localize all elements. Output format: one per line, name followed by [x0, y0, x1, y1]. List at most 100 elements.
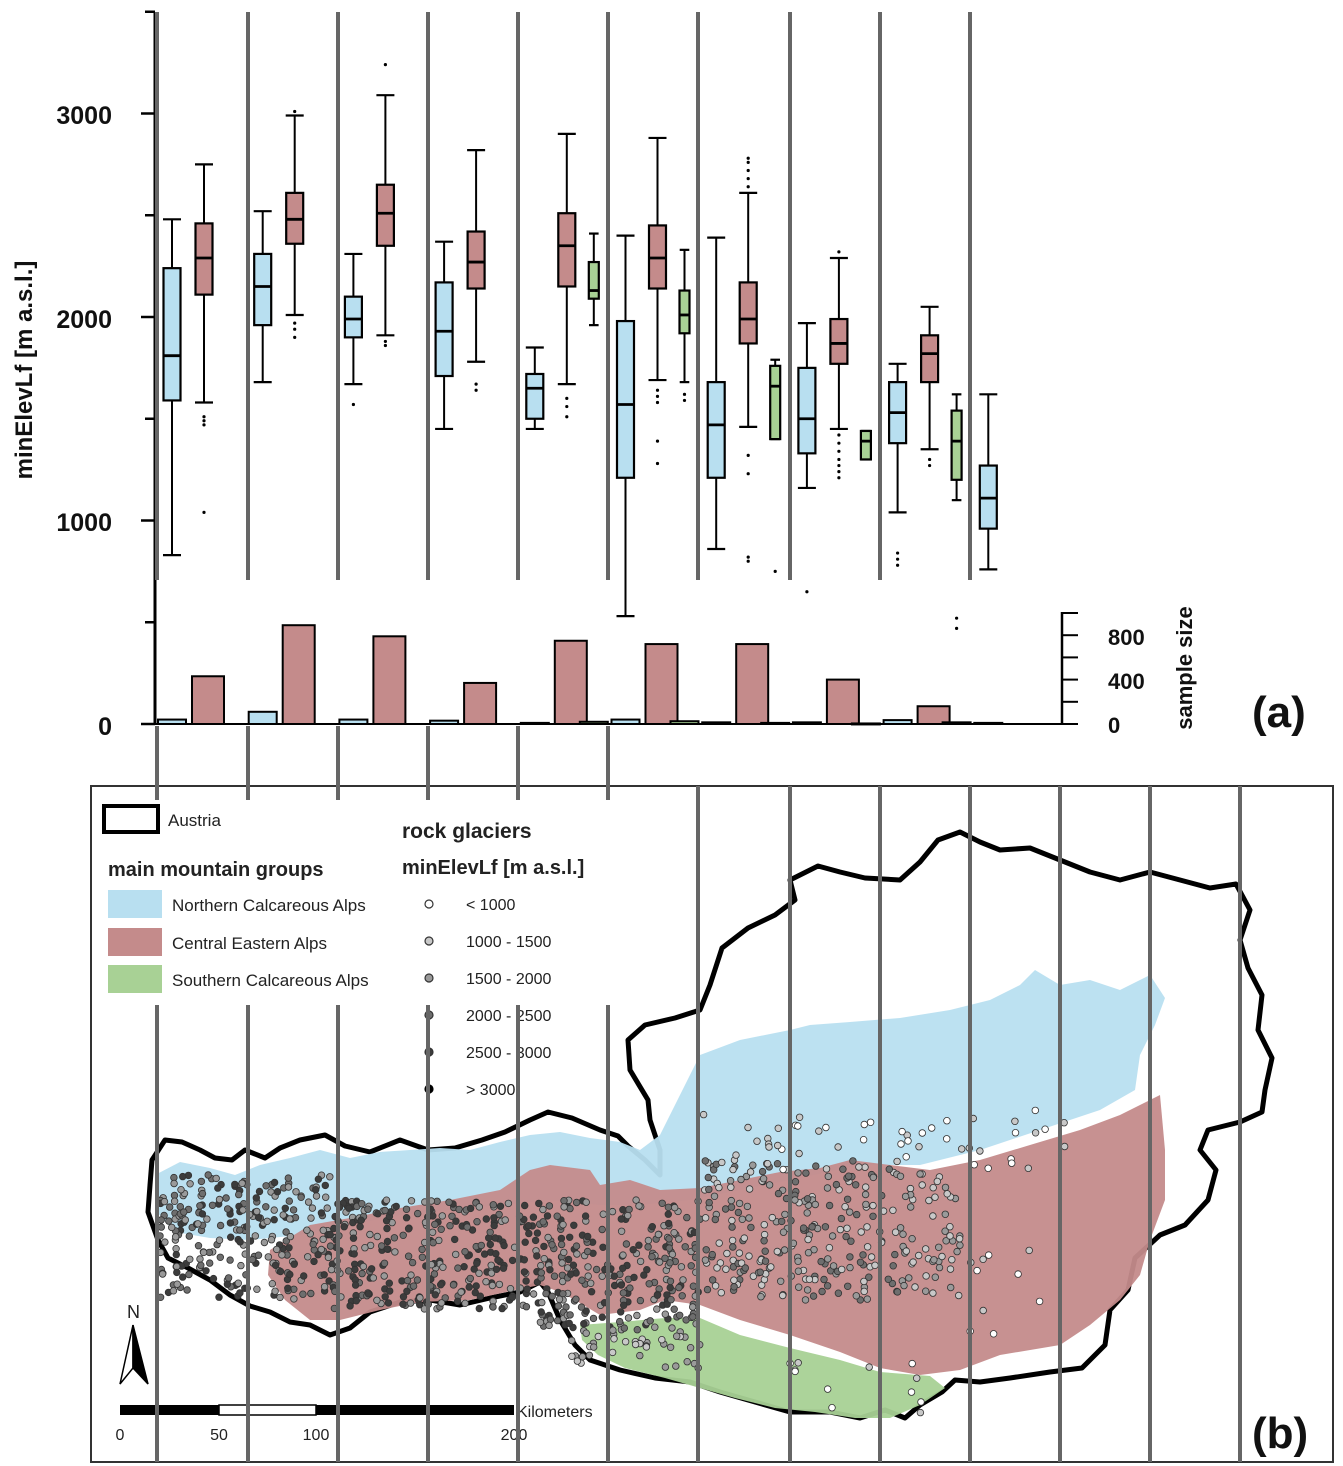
rock-glacier-point	[716, 1259, 725, 1267]
rock-glacier-point	[676, 1311, 684, 1319]
rock-glacier-point	[829, 1262, 838, 1270]
rock-glacier-point	[852, 1292, 860, 1300]
rock-glacier-point	[925, 1196, 933, 1205]
rock-glacier-point	[711, 1282, 720, 1290]
outlier-point	[746, 160, 750, 164]
iqr-box	[375, 183, 395, 247]
iqr-box	[859, 429, 873, 461]
sample-size-bar	[578, 720, 609, 726]
boxplot	[978, 393, 998, 571]
rock-glacier-point	[557, 1240, 566, 1249]
rock-glacier-point	[802, 1169, 810, 1177]
rock-glacier-point	[290, 1295, 298, 1303]
rock-glacier-point	[608, 1207, 617, 1216]
sample-size-bar	[669, 720, 700, 725]
rock-glacier-point	[616, 1317, 624, 1326]
iqr-box	[678, 289, 691, 335]
rock-glacier-point	[429, 1212, 437, 1220]
rock-glacier-point	[948, 1255, 956, 1264]
rock-glacier-point	[941, 1210, 949, 1218]
rock-glacier-point	[929, 1183, 937, 1192]
rock-glacier-point	[276, 1293, 284, 1302]
rock-glacier-point	[955, 1234, 964, 1243]
legend-austria-swatch	[102, 804, 160, 834]
rock-glacier-point	[781, 1210, 789, 1219]
outlier-point	[805, 590, 809, 594]
rock-glacier-point	[774, 1141, 782, 1150]
rock-glacier-point	[498, 1304, 506, 1313]
rock-glacier-point	[672, 1362, 680, 1370]
rock-glacier-point	[774, 1189, 783, 1198]
outlier-point	[896, 563, 900, 567]
boxplot	[557, 132, 577, 419]
rock-glacier-point	[860, 1287, 868, 1296]
rock-glacier-point	[202, 1267, 210, 1275]
rock-glacier-point	[580, 1319, 588, 1328]
rock-glacier-point	[863, 1243, 872, 1251]
rock-glacier-point	[730, 1283, 738, 1291]
rock-glacier-point	[824, 1255, 832, 1263]
legend-label-southern: Southern Calcareous Alps	[172, 971, 369, 990]
rock-glacier-point	[658, 1199, 666, 1207]
rock-glacier-point	[666, 1283, 674, 1292]
rock-glacier-point	[577, 1303, 586, 1311]
rock-glacier-point	[563, 1264, 572, 1272]
rock-glacier-point	[761, 1247, 769, 1255]
rock-glacier-point	[399, 1300, 407, 1308]
rock-glacier-point	[715, 1183, 723, 1192]
rock-glacier-point	[402, 1213, 411, 1222]
rock-glacier-point	[803, 1286, 812, 1294]
sample-size-bar	[429, 719, 460, 725]
rock-glacier-point	[487, 1269, 496, 1277]
rock-glacier-point	[501, 1216, 509, 1224]
rock-glacier-point	[446, 1221, 454, 1230]
rock-glacier-point	[699, 1110, 708, 1119]
rock-glacier-point	[475, 1269, 483, 1277]
rock-glacier-point	[908, 1234, 916, 1243]
rock-glacier-point	[239, 1206, 247, 1214]
rock-glacier-point	[560, 1203, 568, 1211]
rock-glacier-point	[779, 1228, 788, 1236]
rock-glacier-point	[176, 1202, 184, 1211]
rock-glacier-point	[286, 1270, 294, 1279]
boxplot	[769, 358, 782, 573]
boxplot	[615, 234, 636, 618]
rock-glacier-point	[847, 1237, 855, 1245]
rock-glacier-point	[869, 1212, 877, 1220]
rock-glacier-point	[345, 1267, 353, 1275]
outlier-point	[293, 327, 297, 331]
rock-glacier-point	[741, 1264, 749, 1272]
rock-glacier-point	[810, 1245, 818, 1254]
rock-glacier-point	[629, 1245, 637, 1254]
rock-glacier-point	[278, 1251, 286, 1259]
rock-glacier-point	[520, 1268, 529, 1276]
rock-glacier-point	[361, 1243, 369, 1252]
rock-glacier-point	[160, 1197, 169, 1206]
rock-glacier-point	[636, 1296, 645, 1305]
rock-glacier-point	[539, 1218, 547, 1226]
rock-glacier-point	[231, 1180, 239, 1189]
rock-glacier-point	[255, 1187, 264, 1196]
rock-glacier-point	[285, 1197, 293, 1205]
rock-glacier-point	[865, 1363, 873, 1371]
rock-glacier-point	[194, 1241, 203, 1250]
rock-glacier-point	[178, 1172, 187, 1181]
rock-glacier-point	[199, 1248, 208, 1257]
rock-glacier-point	[985, 1251, 993, 1259]
rock-glacier-point	[824, 1385, 832, 1393]
outlier-point	[955, 626, 959, 630]
rock-glacier-point	[404, 1252, 413, 1260]
rock-glacier-point	[352, 1297, 360, 1305]
sample-size-bar	[882, 719, 913, 725]
rock-glacier-point	[799, 1224, 808, 1232]
rock-glacier-point	[351, 1281, 360, 1289]
rock-glacier-point	[619, 1205, 627, 1214]
rock-glacier-point	[846, 1263, 854, 1272]
rock-glacier-point	[661, 1363, 670, 1371]
outlier-point	[383, 343, 387, 348]
rock-glacier-point	[1041, 1125, 1049, 1133]
rock-glacier-point	[804, 1248, 813, 1257]
rock-glacier-point	[321, 1181, 329, 1190]
rock-glacier-point	[929, 1289, 937, 1297]
region-northern-calcareous-alps	[155, 970, 1165, 1240]
